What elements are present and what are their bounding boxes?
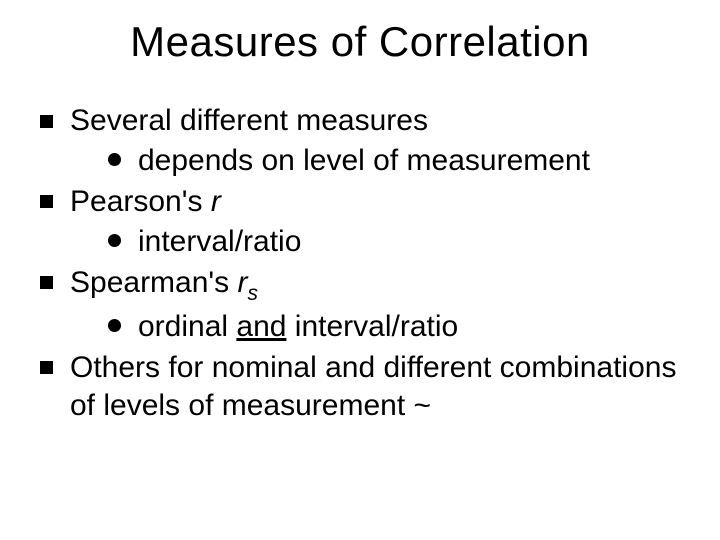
- bullet-1-text: Several different measures: [70, 104, 428, 137]
- bullet-3-sublist: ordinal and interval/ratio: [70, 308, 692, 346]
- bullet-2-sublist: interval/ratio: [70, 223, 692, 261]
- bullet-3: Spearman's rs ordinal and interval/ratio: [40, 264, 692, 347]
- bullet-3-sub: ordinal and interval/ratio: [108, 308, 692, 346]
- bullet-2-prefix: Pearson's: [70, 185, 211, 218]
- bullet-list: Several different measures depends on le…: [28, 102, 692, 426]
- bullet-3-sub-pre: ordinal: [138, 310, 236, 343]
- bullet-1: Several different measures depends on le…: [40, 102, 692, 181]
- bullet-3-prefix: Spearman's: [70, 266, 237, 299]
- bullet-4-text: Others for nominal and different combina…: [70, 351, 676, 422]
- bullet-3-sub-and: and: [236, 310, 286, 343]
- bullet-4: Others for nominal and different combina…: [40, 349, 692, 426]
- slide-title: Measures of Correlation: [28, 18, 692, 66]
- bullet-2-sub: interval/ratio: [108, 223, 692, 261]
- slide: Measures of Correlation Several differen…: [0, 0, 720, 540]
- bullet-3-sub-post: interval/ratio: [286, 310, 458, 343]
- bullet-2-r: r: [211, 185, 221, 218]
- bullet-3-subscript: s: [247, 282, 258, 305]
- bullet-2: Pearson's r interval/ratio: [40, 183, 692, 262]
- bullet-1-sub: depends on level of measurement: [108, 142, 692, 180]
- bullet-3-r: r: [237, 266, 247, 299]
- bullet-1-sublist: depends on level of measurement: [70, 142, 692, 180]
